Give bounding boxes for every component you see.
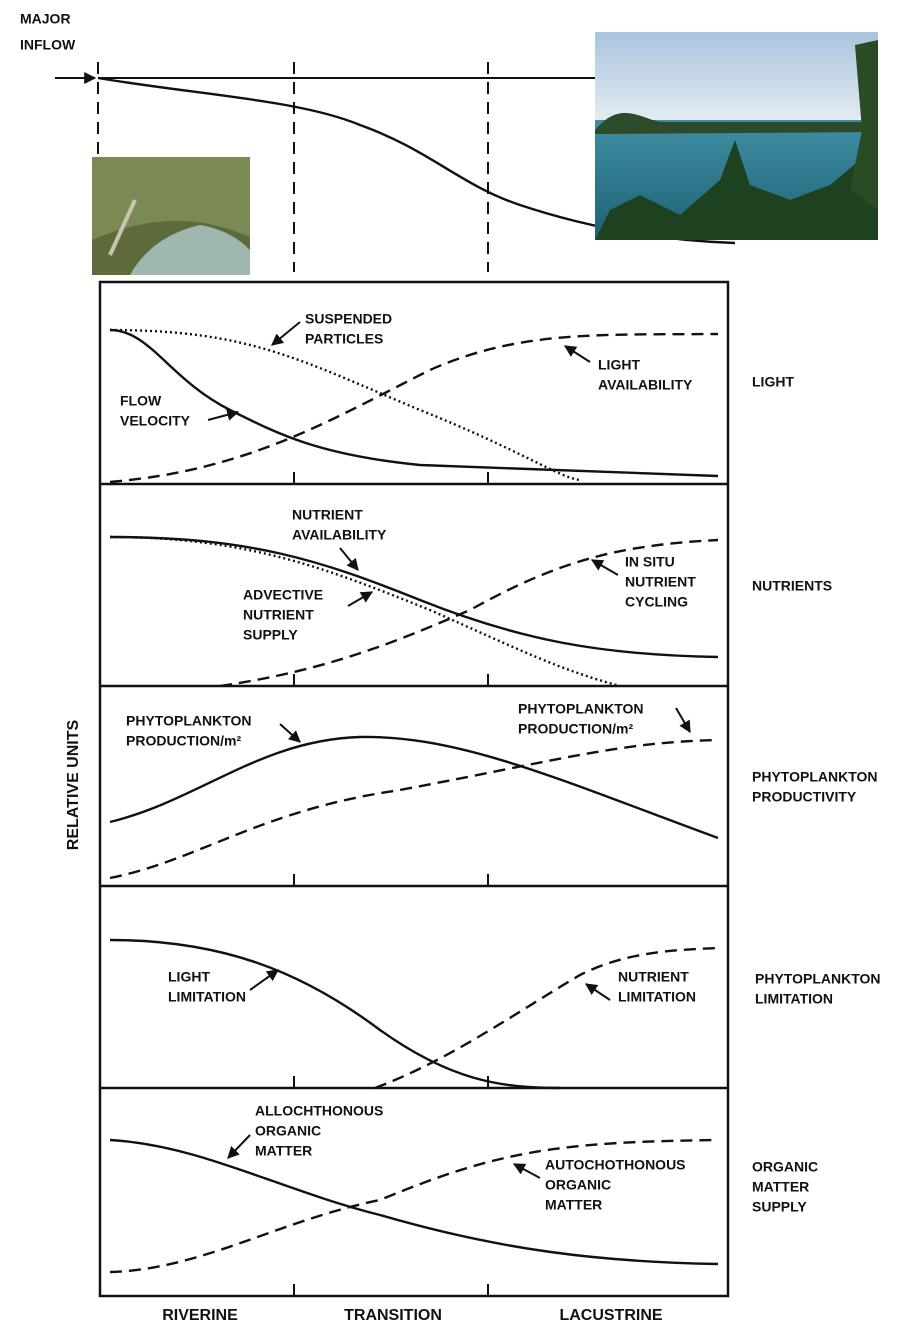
trend-curve	[110, 940, 560, 1088]
label: AVAILABILITY	[292, 527, 387, 543]
label: PHYTOPLANKTON	[755, 971, 881, 987]
label: CYCLING	[625, 594, 688, 610]
pointer-arrow	[228, 1135, 250, 1158]
label: ORGANIC	[545, 1177, 611, 1193]
pointer-arrow	[676, 708, 690, 732]
body: MAJOR INFLOW LIGHT SUSPENDED PARTICLES LIGHT A…	[0, 0, 922, 1328]
sky	[595, 32, 878, 122]
trend-curve	[110, 537, 620, 686]
label: SUPPLY	[752, 1199, 807, 1215]
label: PARTICLES	[305, 331, 383, 347]
zone-label: TRANSITION	[344, 1307, 442, 1324]
pointer-arrow	[340, 548, 358, 570]
river-photo	[92, 157, 250, 275]
pointer-arrow	[348, 592, 372, 606]
pointer-arrow	[565, 346, 590, 362]
label: IN SITU	[625, 554, 675, 570]
pointer-arrow	[208, 412, 238, 420]
trend-curve	[110, 330, 718, 476]
label: MATTER	[752, 1179, 809, 1195]
label: PHYTOPLANKTON	[752, 769, 878, 785]
label: MATTER	[255, 1143, 312, 1159]
label: NUTRIENT	[618, 969, 689, 985]
trend-curve	[110, 330, 580, 480]
label: VELOCITY	[120, 413, 191, 429]
diagram: MAJOR INFLOW LIGHT SUSPENDED PARTICLES LIGHT A…	[0, 0, 922, 1328]
label: ORGANIC	[255, 1123, 321, 1139]
label: LIMITATION	[168, 989, 246, 1005]
label: ALLOCHTHONOUS	[255, 1103, 383, 1119]
label: INFLOW	[20, 37, 76, 53]
label: PHYTOPLANKTON	[126, 713, 252, 729]
trend-curve	[110, 740, 718, 878]
label: LIMITATION	[755, 991, 833, 1007]
label: PRODUCTION/m²	[126, 733, 241, 749]
label: NUTRIENT	[292, 507, 363, 523]
label: LIGHT	[168, 969, 210, 985]
label: SUSPENDED	[305, 311, 392, 327]
zone-label: LACUSTRINE	[559, 1307, 662, 1324]
y-axis-label: RELATIVE UNITS	[65, 719, 82, 850]
label: ADVECTIVE	[243, 587, 323, 603]
label: LIGHT	[752, 374, 794, 390]
trend-curve	[110, 737, 718, 838]
pointer-arrow	[250, 970, 278, 990]
zone-label: RIVERINE	[162, 1307, 238, 1324]
label: AUTOCHOTHONOUS	[545, 1157, 686, 1173]
label: AVAILABILITY	[598, 377, 693, 393]
label: FLOW	[120, 393, 162, 409]
label: PRODUCTIVITY	[752, 789, 857, 805]
label: PHYTOPLANKTON	[518, 701, 644, 717]
label: NUTRIENT	[625, 574, 696, 590]
pointer-arrow	[280, 724, 300, 742]
label: LIMITATION	[618, 989, 696, 1005]
label: MAJOR	[20, 11, 71, 27]
label: MATTER	[545, 1197, 602, 1213]
label: NUTRIENTS	[752, 578, 832, 594]
label: ORGANIC	[752, 1159, 818, 1175]
pointer-arrow	[592, 560, 618, 575]
label: LIGHT	[598, 357, 640, 373]
lake-photo	[595, 32, 878, 240]
label: NUTRIENT	[243, 607, 314, 623]
pointer-arrow	[514, 1164, 540, 1178]
label: PRODUCTION/m²	[518, 721, 633, 737]
page: Reservoir zonation diagram {"header": {"…	[0, 0, 922, 1328]
pointer-arrow	[586, 984, 610, 1000]
pointer-arrow	[272, 322, 300, 345]
label: SUPPLY	[243, 627, 298, 643]
